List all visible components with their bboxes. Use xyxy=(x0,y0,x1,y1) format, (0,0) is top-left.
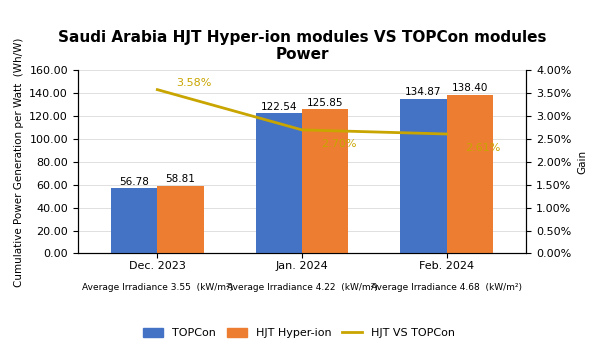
Bar xyxy=(111,188,157,253)
Y-axis label: Cumulative Power Generation per Watt  (Wh/W): Cumulative Power Generation per Watt (Wh… xyxy=(14,37,24,287)
Text: 138.40: 138.40 xyxy=(451,83,488,93)
Y-axis label: Gain: Gain xyxy=(577,150,587,174)
Text: Average Irradiance 4.22  (kW/m²): Average Irradiance 4.22 (kW/m²) xyxy=(227,283,377,293)
Text: 2.61%: 2.61% xyxy=(465,143,501,153)
Text: 3.58%: 3.58% xyxy=(176,78,212,88)
Text: 2.70%: 2.70% xyxy=(321,139,356,149)
Title: Saudi Arabia HJT Hyper-ion modules VS TOPCon modules
Power: Saudi Arabia HJT Hyper-ion modules VS TO… xyxy=(58,30,546,62)
Bar xyxy=(401,99,447,253)
Text: Average Irradiance 3.55  (kW/m²): Average Irradiance 3.55 (kW/m²) xyxy=(82,283,233,293)
Bar xyxy=(256,113,302,253)
Text: 122.54: 122.54 xyxy=(261,101,297,112)
Bar xyxy=(157,186,203,253)
Text: 125.85: 125.85 xyxy=(307,98,343,108)
Text: Average Irradiance 4.68  (kW/m²): Average Irradiance 4.68 (kW/m²) xyxy=(371,283,522,293)
Text: 58.81: 58.81 xyxy=(166,175,196,184)
Bar xyxy=(302,109,348,253)
Legend: TOPCon, HJT Hyper-ion, HJT VS TOPCon: TOPCon, HJT Hyper-ion, HJT VS TOPCon xyxy=(138,323,460,343)
Text: 56.78: 56.78 xyxy=(119,177,149,187)
Bar xyxy=(447,95,493,253)
Text: 134.87: 134.87 xyxy=(405,87,442,98)
